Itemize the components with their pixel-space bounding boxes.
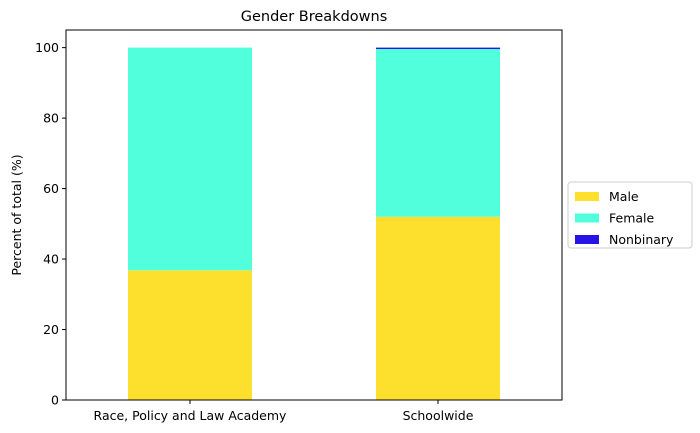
bars-group [128,47,500,400]
x-ticks-group: Race, Policy and Law Academy Schoolwide [94,400,474,423]
y-tick-label: 20 [43,322,59,337]
legend-label-nonbinary: Nonbinary [609,232,674,247]
y-tick-label: 80 [43,111,59,126]
bar-male-race-policy-and-law-academy [128,270,252,400]
y-tick-label: 40 [43,252,59,267]
bar-male-schoolwide [376,216,500,400]
plot-frame [65,29,563,401]
chart-title: Gender Breakdowns [241,9,388,25]
bar-nonbinary-schoolwide [376,47,500,50]
x-tick-label: Race, Policy and Law Academy [94,408,287,423]
x-tick-label: Schoolwide [403,408,474,423]
legend: Male Female Nonbinary [567,181,693,249]
legend-swatch-nonbinary [575,235,599,244]
y-tick-label: 0 [51,393,59,408]
legend-swatch-female [575,213,599,223]
y-tick-label: 60 [43,181,59,196]
legend-swatch-male [575,192,599,201]
bar-female-schoolwide [376,49,500,217]
bar-female-race-policy-and-law-academy [128,47,252,271]
y-axis-label: Percent of total (%) [9,154,24,275]
legend-label-male: Male [609,189,639,204]
y-tick-label: 100 [35,40,59,55]
legend-label-female: Female [609,211,655,226]
y-ticks-group: 0 20 40 60 80 100 [35,40,66,408]
